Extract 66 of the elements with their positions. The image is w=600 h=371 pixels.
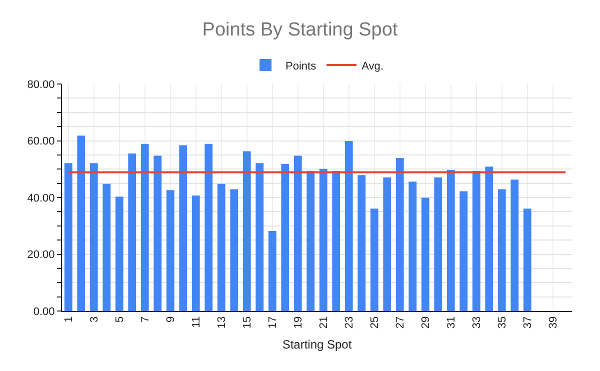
bar	[446, 170, 455, 311]
bar	[408, 182, 417, 311]
y-tick-label: 60.00	[27, 136, 55, 148]
bar	[154, 156, 162, 311]
bar	[460, 191, 468, 311]
x-tick-label: 37	[522, 316, 534, 329]
bar	[281, 164, 290, 311]
bar	[434, 177, 442, 311]
bar	[498, 189, 506, 311]
x-tick-label: 9	[164, 316, 177, 323]
bar	[306, 170, 315, 311]
bar	[294, 156, 302, 311]
x-tick-label: 19	[292, 316, 304, 329]
bar	[421, 198, 430, 311]
bar	[256, 163, 264, 311]
bar	[217, 184, 226, 311]
bar	[128, 154, 136, 311]
bar	[383, 177, 392, 311]
y-tick-label: 80.00	[27, 78, 55, 91]
bar	[102, 184, 111, 311]
x-tick-label: 23	[343, 316, 356, 329]
x-tick-label: 39	[547, 316, 560, 329]
legend-label: Avg.	[362, 60, 384, 72]
bar	[179, 145, 188, 311]
bar	[370, 208, 378, 311]
bar	[319, 168, 328, 311]
bar	[510, 180, 519, 311]
bar	[90, 163, 98, 311]
bar	[115, 196, 124, 311]
x-tick-label: 13	[216, 316, 228, 329]
bar	[192, 196, 200, 311]
x-tick-label: 3	[88, 316, 100, 323]
bar	[358, 175, 366, 311]
x-tick-label: 25	[368, 316, 381, 329]
x-tick-label: 17	[266, 316, 279, 329]
bar	[77, 136, 86, 311]
x-tick-label: 33	[470, 316, 483, 329]
bar	[523, 208, 532, 311]
bar	[268, 230, 276, 311]
x-tick-label: 15	[241, 316, 254, 329]
bar	[140, 144, 149, 311]
bar	[166, 190, 174, 311]
x-tick-label: 29	[420, 316, 432, 329]
y-tick-label: 20.00	[27, 249, 55, 262]
y-tick-label: 40.00	[27, 192, 55, 204]
bar	[204, 144, 213, 311]
x-tick-label: 27	[394, 316, 406, 329]
x-tick-label: 11	[190, 316, 202, 328]
bar	[64, 163, 72, 311]
bar	[472, 170, 480, 311]
x-tick-label: 7	[139, 316, 152, 323]
bar	[230, 189, 238, 311]
bar	[242, 151, 251, 311]
legend-label: Points	[286, 60, 317, 72]
x-axis-title: Starting Spot	[282, 338, 352, 352]
x-tick-label: 31	[445, 316, 458, 329]
chart-title: Points By Starting Spot	[202, 20, 398, 41]
bar	[485, 166, 494, 311]
bar	[396, 158, 404, 311]
y-tick-label: 0.00	[33, 306, 55, 318]
x-tick-label: 35	[496, 316, 508, 329]
x-tick-label: 5	[114, 316, 126, 323]
x-tick-label: 1	[62, 316, 75, 323]
bar	[344, 141, 353, 311]
x-tick-label: 21	[318, 316, 330, 329]
bar	[332, 170, 340, 311]
